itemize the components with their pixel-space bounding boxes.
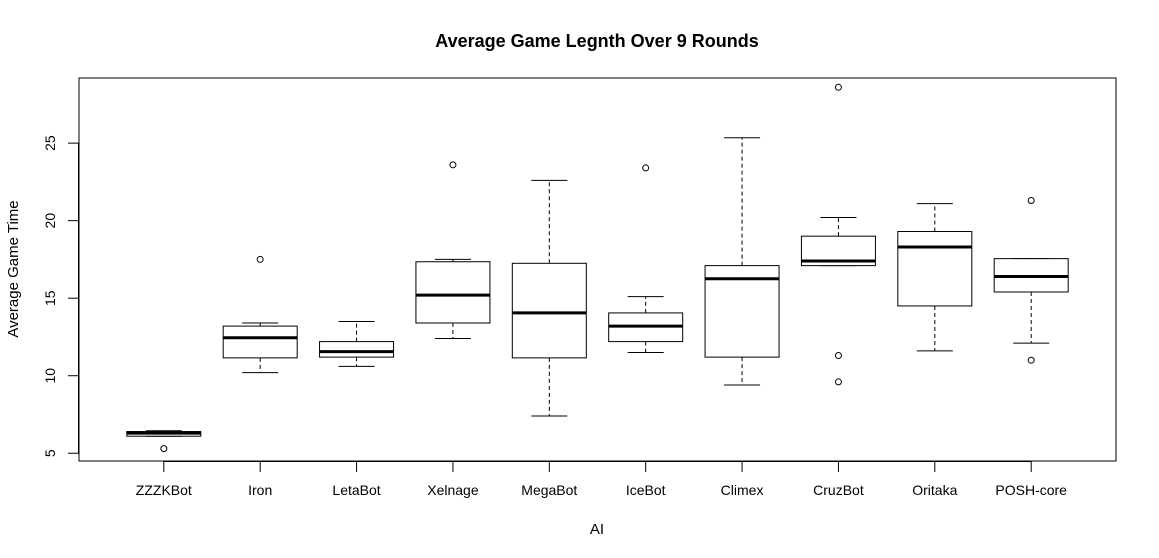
x-axis: ZZZKBot Iron LetaBot Xelnage MegaBot IceBot Cl… [136,461,1067,498]
x-tick-label: ZZZKBot [136,482,192,498]
x-tick-label: Climex [721,482,764,498]
x-tick-label: CruzBot [813,482,864,498]
x-tick-label: Oritaka [912,482,957,498]
outlier-point [1027,196,1035,204]
y-tick-label: 25 [42,135,58,151]
box-group [319,320,395,367]
x-tick-label: IceBot [626,482,666,498]
box-group [704,137,780,386]
outlier-point [834,83,842,91]
y-tick-label: 5 [42,449,58,457]
chart-title: Average Game Legnth Over 9 Rounds [435,31,758,51]
box-group [608,164,684,353]
outlier-point [834,378,842,386]
x-tick-label: MegaBot [521,482,577,498]
boxes-layer [126,83,1069,453]
iqr-box [897,231,973,307]
iqr-box [415,261,491,324]
box-group [222,255,298,374]
iqr-box [704,265,780,358]
y-tick-label: 10 [42,368,58,384]
y-axis: 5 10 15 20 25 [42,135,79,457]
box-group [126,430,202,453]
box-group [897,203,973,352]
x-tick-label: Iron [248,482,272,498]
box-group [415,161,491,340]
iqr-box [511,262,587,359]
box-group [993,196,1069,364]
y-axis-label: Average Game Time [5,200,22,337]
x-tick-label: LetaBot [332,482,380,498]
outlier-point [449,161,457,169]
x-axis-label: AI [590,521,604,538]
x-tick-label: Xelnage [427,482,479,498]
outlier-point [834,352,842,360]
box-group [511,179,587,417]
outlier-point [160,445,168,453]
x-tick-label: POSH-core [995,482,1067,498]
box-group [800,83,876,386]
y-tick-label: 15 [42,290,58,306]
outlier-point [256,255,264,263]
iqr-box [319,341,395,358]
y-tick-label: 20 [42,213,58,229]
outlier-point [642,164,650,172]
outlier-point [1027,356,1035,364]
iqr-box [222,325,298,359]
